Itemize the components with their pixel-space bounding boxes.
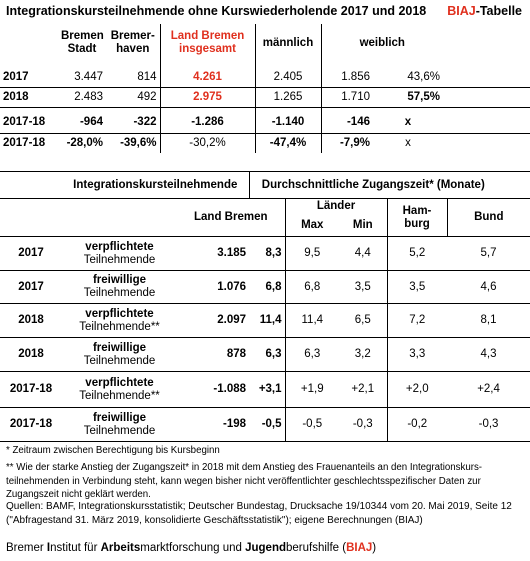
table-row: 2017 verpflichtete Teilnehmende 3.185 8,3… [0,236,530,271]
sources: Quellen: BAMF, Integrationskursstatistik… [6,501,512,526]
footnote-2: ** Wie der starke Anstieg der Zugangszei… [6,462,483,500]
col-group: Integrationskursteilnehmende [73,178,238,191]
table-row: 2017-18 -964 -322 -1.286 -1.140 -146 x [0,113,530,133]
table-row: 2017-18 verpflichtete Teilnehmende** -1.0… [0,371,530,408]
table-row: 2017-18 -28,0% -39,6% -30,2% -47,4% -7,9… [0,133,530,153]
brand-label: BIAJ-Tabelle [447,4,522,18]
table-access-time: Integrationskursteilnehmende Durchschnit… [0,171,530,442]
col-hamburg: Ham-burg [386,198,448,237]
col-bund: Bund [446,198,530,237]
col-land-bremen: Land Bremen insgesamt [159,24,255,62]
brand-suffix: -Tabelle [475,4,522,18]
table1-header-row: Bremen Stadt Bremer-haven Land Bremen insg… [0,24,530,62]
col-maennlich: männlich [254,24,321,62]
col-weiblich: weiblich [320,24,443,62]
document-title: Integrationskursteilnehmende ohne Kurswi… [6,4,427,18]
footer-biaj: BIAJ [346,542,373,554]
footnote-1: * Zeitraum zwischen Berechtigung bis Kur… [6,445,220,456]
table2-subheader-row: Land Bremen Länder Ham-burg Bund [0,198,530,237]
col-min: Min [352,218,373,231]
col-laender: Länder [284,198,388,215]
table-participants: Bremen Stadt Bremer-haven Land Bremen insg… [0,24,530,153]
table-row: 2018 2.483 492 2.975 1.265 1.710 57,5% [0,87,530,107]
table-row: 2017 3.447 814 4.261 2.405 1.856 43,6% [0,68,530,87]
table-row: 2018 freiwillige Teilnehmende 878 6,3 6,3… [0,337,530,372]
table-row: 2017 freiwillige Teilnehmende 1.076 6,8 6… [0,270,530,304]
table-row: 2018 verpflichtete Teilnehmende** 2.097 1… [0,303,530,338]
col-durchschnitt: Durchschnittliche Zugangszeit* (Monate) [248,171,498,199]
brand-biaj: BIAJ [447,4,476,18]
table-row: 2017-18 freiwillige Teilnehmende -198 -0,… [0,407,530,442]
table2-header-row: Integrationskursteilnehmende Durchschnit… [0,171,530,199]
col-bremen-stadt: Bremen Stadt [61,30,104,55]
col-land-bremen-n: Land Bremen [194,211,268,223]
col-bremerhaven: Bremer-haven [110,30,155,55]
institute-footer: Bremer Institut für Arbeitsmarktforschun… [6,542,377,554]
col-max: Max [284,214,340,237]
